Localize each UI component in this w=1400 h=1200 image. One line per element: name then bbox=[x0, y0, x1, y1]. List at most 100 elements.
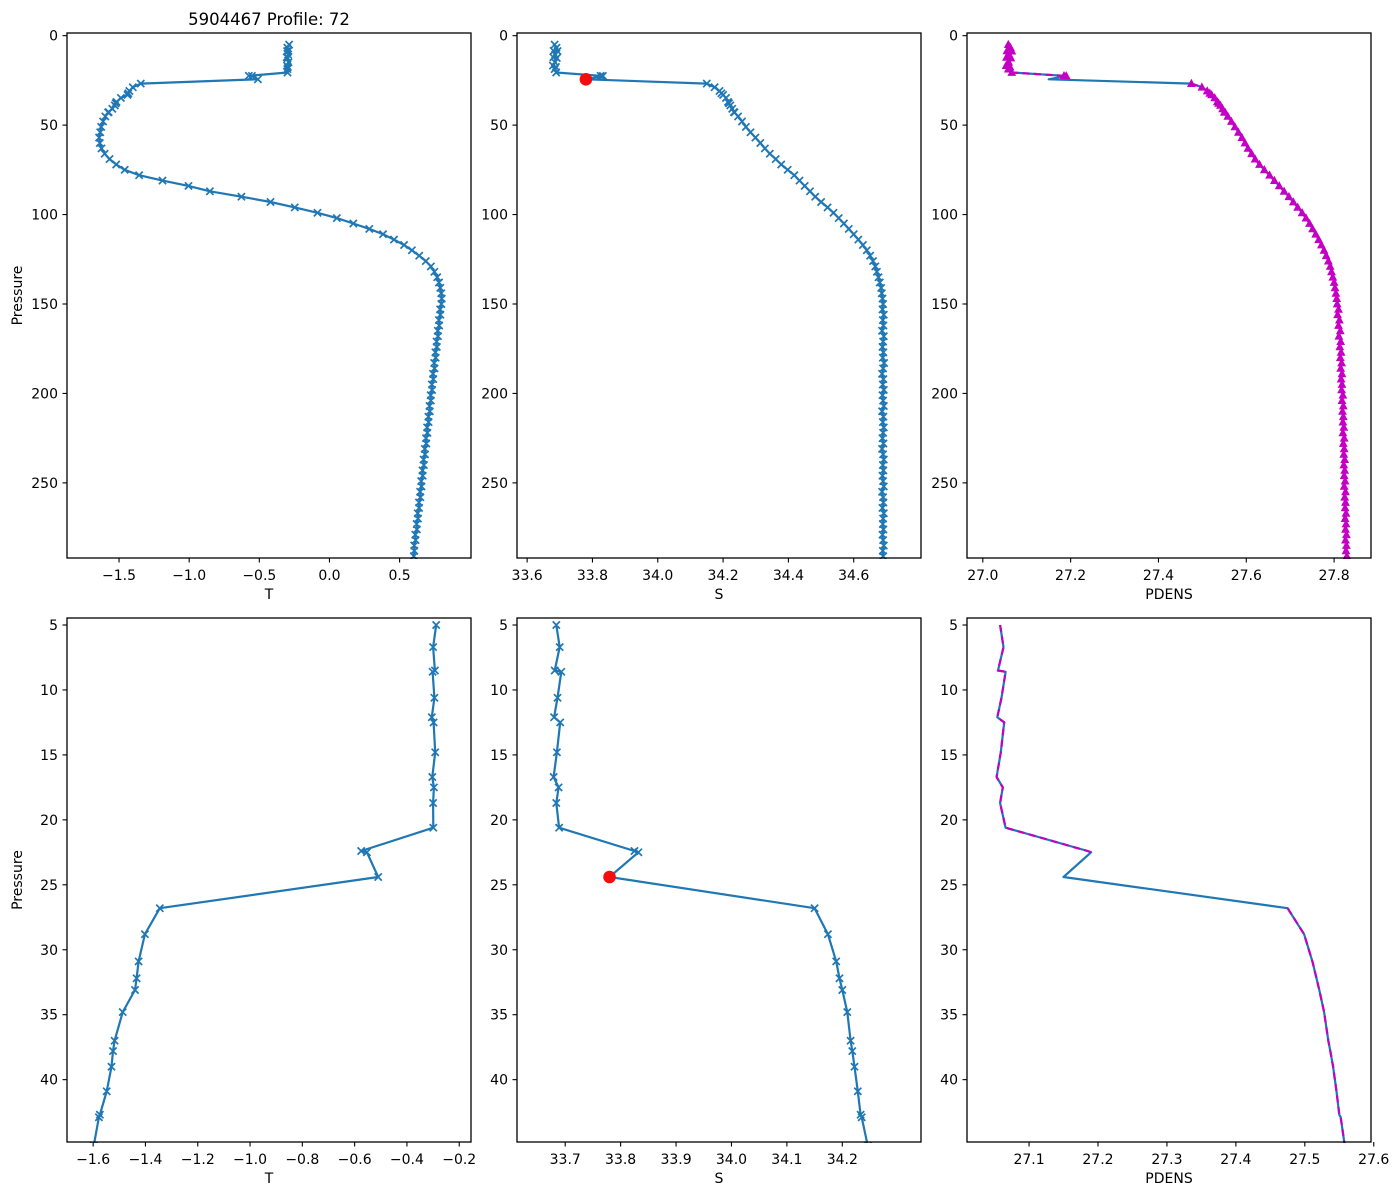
x-axis-label: T bbox=[264, 1171, 274, 1187]
y-tick-label: 0 bbox=[49, 29, 58, 45]
x-tick-label: −1.0 bbox=[172, 568, 206, 584]
subplot-s-full: 33.6 33.8 34.0 34.2 34.4 34.6 0 50 100 150 200 250 S bbox=[481, 29, 922, 603]
x-tick-label: −1.5 bbox=[102, 568, 136, 584]
y-tick-label: 200 bbox=[481, 386, 508, 402]
y-tick-label: 30 bbox=[40, 943, 58, 959]
x-tick-label: 0.0 bbox=[318, 568, 340, 584]
x-tick-label: −0.5 bbox=[242, 568, 276, 584]
y-tick-label: 5 bbox=[49, 618, 58, 634]
x-tick-label: 27.0 bbox=[967, 568, 998, 584]
subplot-pdens-zoom: 27.1 27.2 27.3 27.4 27.5 27.6 5 10 15 20 25 30 35 40 P… bbox=[940, 617, 1389, 1187]
y-tick-label: 250 bbox=[931, 476, 958, 492]
x-axis-label: PDENS bbox=[1145, 587, 1193, 603]
y-tick-label: 40 bbox=[490, 1073, 508, 1089]
x-tick-label: −0.2 bbox=[442, 1152, 476, 1168]
subplot-s-zoom: 33.7 33.8 33.9 34.0 34.1 34.2 5 10 15 20 25 30 35 40 S bbox=[490, 617, 922, 1187]
x-tick-label: 27.8 bbox=[1319, 568, 1350, 584]
qc-dashed-line bbox=[1004, 43, 1067, 77]
x-axis-label: PDENS bbox=[1145, 1171, 1193, 1187]
y-tick-label: 50 bbox=[490, 118, 508, 134]
subplot-t-full: −1.5 −1.0 −0.5 0.0 0.5 0 50 100 150 200 250 T Pressu… bbox=[10, 29, 472, 603]
x-tick-label: 27.4 bbox=[1143, 568, 1174, 584]
x-tick-label: 27.2 bbox=[1082, 1152, 1113, 1168]
x-markers bbox=[549, 620, 873, 1143]
x-tick-label: 33.7 bbox=[550, 1152, 581, 1168]
y-tick-label: 20 bbox=[940, 813, 958, 829]
axes-box bbox=[516, 32, 922, 559]
profile-line bbox=[1005, 43, 1348, 557]
y-tick-label: 15 bbox=[940, 748, 958, 764]
series-s-group bbox=[549, 620, 873, 1143]
x-tick-label: 34.6 bbox=[838, 568, 869, 584]
y-tick-label: 10 bbox=[40, 683, 58, 699]
y-tick-label: 5 bbox=[499, 618, 508, 634]
x-tick-label: 33.8 bbox=[605, 1152, 636, 1168]
y-tick-label: 25 bbox=[490, 878, 508, 894]
y-tick-label: 150 bbox=[31, 297, 58, 313]
y-tick-label: 10 bbox=[940, 683, 958, 699]
x-tick-label: 34.0 bbox=[716, 1152, 747, 1168]
y-axis-label: Pressure bbox=[10, 850, 26, 910]
y-tick-label: 100 bbox=[31, 208, 58, 224]
axes-box bbox=[516, 617, 922, 1143]
y-tick-label: 150 bbox=[481, 297, 508, 313]
y-tick-label: 35 bbox=[40, 1008, 58, 1024]
x-tick-label: 34.2 bbox=[707, 568, 738, 584]
y-tick-label: 0 bbox=[949, 29, 958, 45]
x-axis-label: S bbox=[715, 1171, 724, 1187]
x-tick-label: 34.1 bbox=[771, 1152, 802, 1168]
x-tick-label: 27.2 bbox=[1055, 568, 1086, 584]
y-tick-label: 5 bbox=[949, 618, 958, 634]
axes-box bbox=[966, 32, 1372, 559]
y-tick-label: 50 bbox=[40, 118, 58, 134]
y-tick-label: 10 bbox=[490, 683, 508, 699]
figure-title: 5904467 Profile: 72 bbox=[188, 10, 350, 29]
y-axis-label: Pressure bbox=[10, 266, 26, 326]
x-tick-label: 34.4 bbox=[773, 568, 804, 584]
y-tick-label: 250 bbox=[481, 476, 508, 492]
y-tick-label: 0 bbox=[499, 29, 508, 45]
x-markers bbox=[548, 40, 889, 559]
y-tick-label: 15 bbox=[490, 748, 508, 764]
profile-line bbox=[552, 624, 869, 1143]
profile-line bbox=[93, 624, 438, 1143]
x-tick-label: −1.0 bbox=[233, 1152, 267, 1168]
x-tick-label: 27.6 bbox=[1358, 1152, 1389, 1168]
x-tick-label: −0.6 bbox=[338, 1152, 372, 1168]
profile-line bbox=[98, 44, 443, 557]
x-tick-label: −1.6 bbox=[76, 1152, 110, 1168]
y-tick-label: 100 bbox=[481, 208, 508, 224]
y-tick-label: 30 bbox=[940, 943, 958, 959]
x-tick-label: 27.4 bbox=[1220, 1152, 1251, 1168]
triangle-markers bbox=[1001, 39, 1351, 559]
y-tick-label: 200 bbox=[31, 386, 58, 402]
y-tick-label: 30 bbox=[490, 943, 508, 959]
x-markers bbox=[94, 40, 446, 559]
y-tick-label: 20 bbox=[490, 813, 508, 829]
x-tick-label: −1.2 bbox=[181, 1152, 215, 1168]
y-tick-label: 100 bbox=[931, 208, 958, 224]
qc-dashed-line bbox=[1286, 907, 1346, 1143]
y-tick-label: 35 bbox=[490, 1008, 508, 1024]
profile-line bbox=[551, 44, 886, 557]
y-tick-label: 25 bbox=[40, 878, 58, 894]
y-tick-label: 15 bbox=[40, 748, 58, 764]
series-s-group bbox=[548, 40, 889, 559]
axes-box bbox=[66, 617, 472, 1143]
qc-dashed-line bbox=[1191, 82, 1348, 557]
x-tick-label: 33.8 bbox=[577, 568, 608, 584]
x-markers bbox=[89, 620, 441, 1143]
qc-dashed-line bbox=[995, 624, 1092, 854]
x-tick-label: 27.1 bbox=[1013, 1152, 1044, 1168]
series-pdens-group bbox=[995, 624, 1346, 1143]
subplot-t-zoom: −1.6 −1.4 −1.2 −1.0 −0.8 −0.6 −0.4 −0.2 5 10 15 20 2… bbox=[10, 617, 476, 1187]
x-tick-label: −0.4 bbox=[390, 1152, 424, 1168]
axes-box bbox=[966, 617, 1372, 1143]
subplot-pdens-full: 27.0 27.2 27.4 27.6 27.8 0 50 100 150 200 250 PDENS bbox=[931, 29, 1372, 603]
profile-line bbox=[995, 624, 1346, 1143]
x-tick-label: −0.8 bbox=[285, 1152, 319, 1168]
y-tick-label: 40 bbox=[40, 1073, 58, 1089]
y-tick-label: 35 bbox=[940, 1008, 958, 1024]
x-tick-label: 33.6 bbox=[512, 568, 543, 584]
y-tick-label: 200 bbox=[931, 386, 958, 402]
